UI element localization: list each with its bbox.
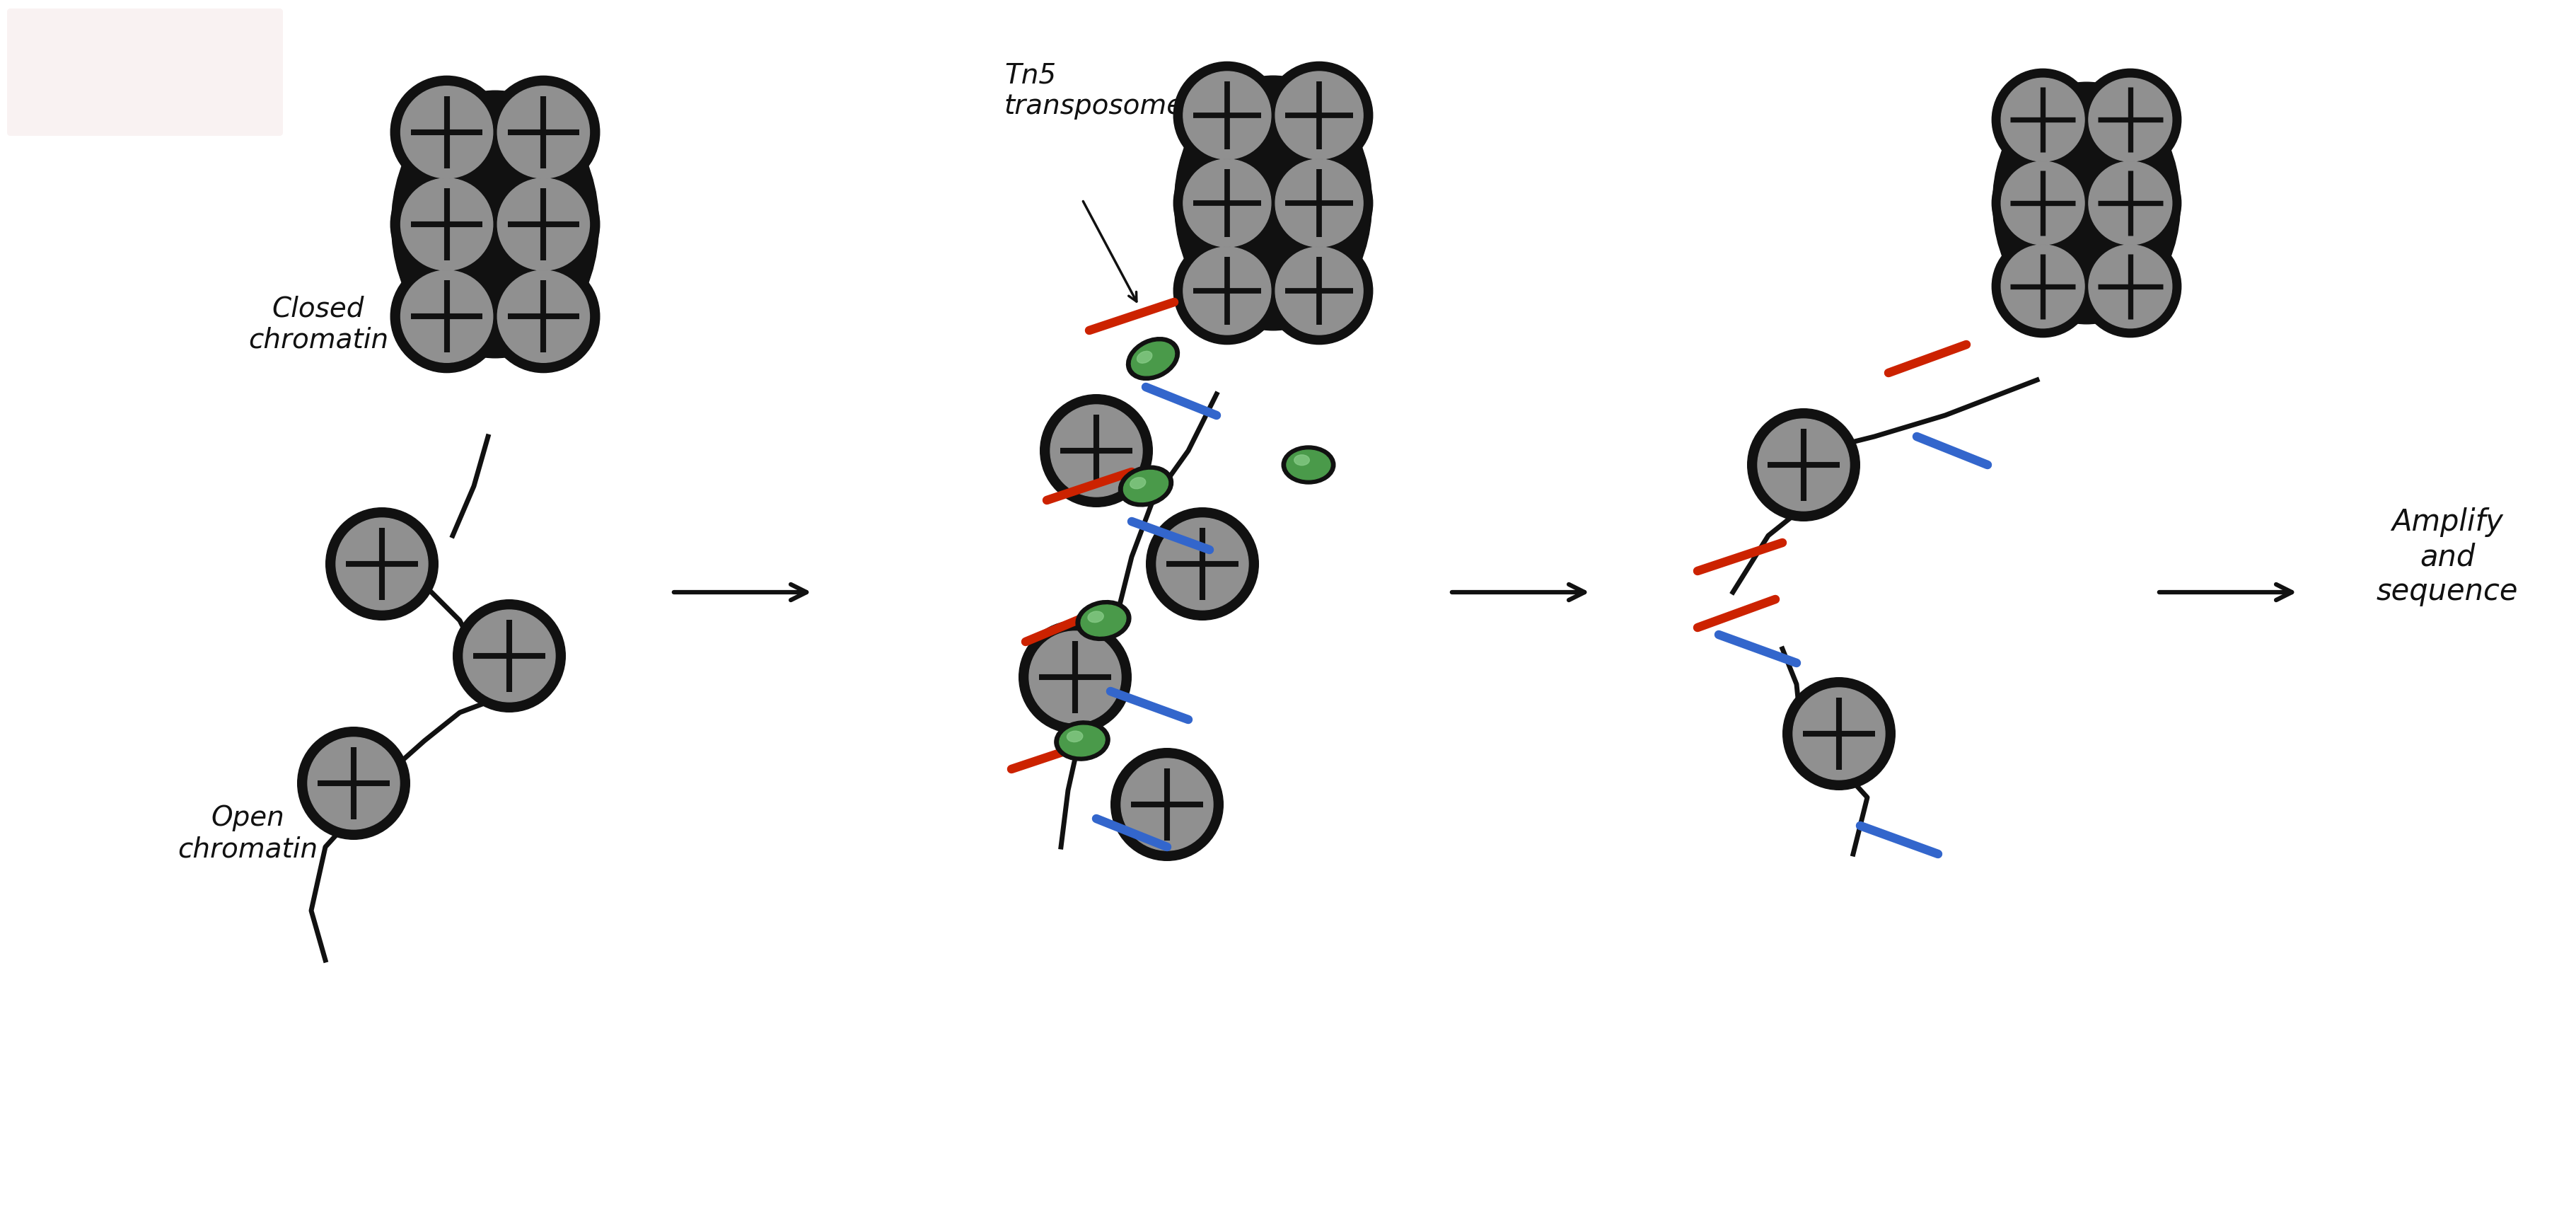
Ellipse shape xyxy=(1136,351,1151,363)
Circle shape xyxy=(335,517,428,610)
Ellipse shape xyxy=(1126,337,1180,380)
Circle shape xyxy=(1783,677,1896,790)
Circle shape xyxy=(392,168,502,280)
Ellipse shape xyxy=(1059,725,1105,756)
Circle shape xyxy=(1265,237,1373,344)
Circle shape xyxy=(1265,150,1373,257)
Ellipse shape xyxy=(1077,601,1131,640)
Circle shape xyxy=(299,728,410,839)
Circle shape xyxy=(1991,69,2094,171)
Circle shape xyxy=(2079,152,2182,254)
Circle shape xyxy=(392,261,502,372)
Ellipse shape xyxy=(1082,605,1126,637)
Circle shape xyxy=(453,600,564,712)
Circle shape xyxy=(497,270,590,363)
Ellipse shape xyxy=(1285,450,1329,479)
Circle shape xyxy=(402,270,492,363)
Ellipse shape xyxy=(1283,446,1334,484)
Circle shape xyxy=(1121,758,1213,850)
Text: Open
chromatin: Open chromatin xyxy=(178,805,317,863)
Circle shape xyxy=(1793,688,1886,779)
Circle shape xyxy=(1275,247,1363,334)
Circle shape xyxy=(1030,632,1121,723)
Circle shape xyxy=(497,86,590,178)
Circle shape xyxy=(1157,517,1249,610)
Circle shape xyxy=(1020,621,1131,734)
Ellipse shape xyxy=(1293,455,1309,466)
Circle shape xyxy=(2089,161,2172,245)
Circle shape xyxy=(487,76,600,188)
Text: Closed
chromatin: Closed chromatin xyxy=(247,295,389,353)
Circle shape xyxy=(1182,71,1270,160)
Ellipse shape xyxy=(392,91,598,358)
Circle shape xyxy=(307,737,399,830)
Circle shape xyxy=(464,610,556,702)
Circle shape xyxy=(2002,161,2084,245)
Text: Amplify
and
sequence: Amplify and sequence xyxy=(2378,508,2519,606)
Ellipse shape xyxy=(1087,611,1103,622)
FancyBboxPatch shape xyxy=(8,9,283,136)
Ellipse shape xyxy=(1994,82,2179,324)
Circle shape xyxy=(1182,160,1270,247)
Circle shape xyxy=(1175,237,1280,344)
Circle shape xyxy=(497,178,590,270)
Circle shape xyxy=(2079,236,2182,337)
Circle shape xyxy=(1175,150,1280,257)
Circle shape xyxy=(1041,395,1151,506)
Ellipse shape xyxy=(1118,466,1172,506)
Circle shape xyxy=(1757,419,1850,511)
Circle shape xyxy=(487,261,600,372)
Ellipse shape xyxy=(1131,477,1146,489)
Circle shape xyxy=(1182,247,1270,334)
Circle shape xyxy=(325,508,438,619)
Circle shape xyxy=(487,168,600,280)
Circle shape xyxy=(1991,236,2094,337)
Circle shape xyxy=(1275,160,1363,247)
Circle shape xyxy=(392,76,502,188)
Ellipse shape xyxy=(1131,342,1175,376)
Ellipse shape xyxy=(1066,731,1082,742)
Circle shape xyxy=(1275,71,1363,160)
Circle shape xyxy=(2089,245,2172,328)
Ellipse shape xyxy=(1123,471,1167,501)
Circle shape xyxy=(1110,748,1224,860)
Circle shape xyxy=(2079,69,2182,171)
Circle shape xyxy=(1747,409,1860,521)
Circle shape xyxy=(2002,79,2084,161)
Circle shape xyxy=(402,86,492,178)
Circle shape xyxy=(402,178,492,270)
Ellipse shape xyxy=(1175,76,1373,331)
Circle shape xyxy=(1265,61,1373,168)
Circle shape xyxy=(1175,61,1280,168)
Text: Tn5
transposome: Tn5 transposome xyxy=(1005,61,1185,119)
Circle shape xyxy=(1146,508,1260,619)
Circle shape xyxy=(1991,152,2094,254)
Circle shape xyxy=(1051,404,1141,497)
Ellipse shape xyxy=(1054,721,1110,761)
Circle shape xyxy=(2002,245,2084,328)
Circle shape xyxy=(2089,79,2172,161)
